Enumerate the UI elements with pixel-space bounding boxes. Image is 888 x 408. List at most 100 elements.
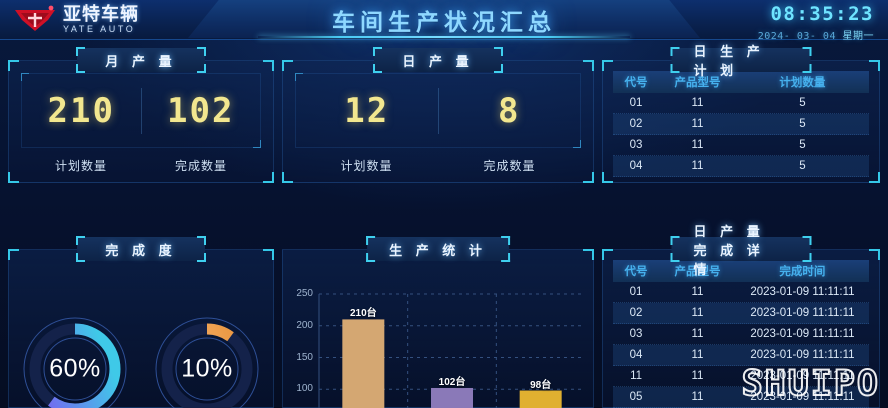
panel-production-stats: 250 200 150 100 210台 102台 98台 生 产 统 计 (282, 236, 594, 408)
month-done-label: 完成数量 (174, 159, 227, 173)
corner-bracket-icon (197, 253, 206, 262)
month-planned-label: 计划数量 (54, 159, 107, 173)
corner-bracket-icon (263, 172, 274, 183)
table-cell: 2023-01-09 11:11:11 (750, 391, 855, 403)
logo-mark-icon (12, 4, 58, 34)
corner-bracket-icon (670, 236, 680, 245)
panel-title-text: 生 产 统 计 (389, 242, 487, 258)
table-cell: 11 (691, 139, 704, 151)
table-cell: 5 (799, 139, 806, 151)
panel-title-text: 日 产 量 完 成 详 情 (693, 223, 765, 277)
table-cell: 5 (799, 118, 806, 130)
table-row[interactable]: 03 11 2023-01-09 11:11:11 (613, 324, 869, 345)
table-cell: 03 (629, 328, 643, 340)
table-row[interactable]: 11 11 2023-01-09 11:11:11 (613, 366, 869, 387)
corner-bracket-icon (802, 64, 812, 73)
panel-title-text: 日 生 产 计 划 (693, 44, 765, 78)
logo-en-text: YATE AUTO (63, 23, 136, 34)
corner-bracket-icon (8, 60, 19, 71)
corner-bracket-icon (366, 236, 376, 245)
table-cell: 11 (691, 286, 704, 298)
y-axis-tick-label: 200 (296, 319, 313, 331)
table-cell: 2023-01-09 11:11:11 (750, 349, 855, 361)
day-done-cell: 8 (439, 91, 581, 131)
table-row[interactable]: 04 11 2023-01-09 11:11:11 (613, 345, 869, 366)
panel-title-day-plan: 日 生 产 计 划 (670, 44, 812, 78)
corner-bracket-icon (802, 47, 812, 56)
corner-bracket-icon (282, 172, 293, 183)
corner-bracket-icon (670, 47, 680, 56)
table-cell: 03 (629, 139, 643, 151)
corner-bracket-icon (869, 60, 880, 71)
panel-day-plan-body: 代号 产品型号 计划数量 01 11 5 02 11 5 03 11 5 04 11 5 (602, 60, 880, 183)
month-done-value: 102 (167, 90, 235, 131)
gauge-value-label: 60% (49, 354, 101, 383)
bar-value-label: 102台 (438, 376, 466, 388)
table-cell: 11 (691, 328, 704, 340)
table-cell: 11 (691, 118, 704, 130)
table-header-row: 代号 产品型号 计划数量 (613, 71, 869, 93)
page-title: 车间生产状况汇总 (332, 9, 556, 35)
panel-title-day-detail: 日 产 量 完 成 详 情 (670, 224, 812, 277)
day-detail-table[interactable]: 代号 产品型号 完成时间 01 11 2023-01-09 11:11:11 02 11 202… (613, 260, 869, 408)
table-row[interactable]: 01 11 5 (613, 93, 869, 114)
header-banner-shape (188, 0, 700, 38)
column-header: 代号 (624, 77, 648, 89)
corner-bracket-icon (197, 47, 206, 56)
corner-bracket-icon (583, 60, 594, 71)
brand-logo: 亚特车辆 YATE AUTO (12, 4, 139, 34)
corner-bracket-icon (583, 249, 594, 260)
production-bar-chart[interactable]: 250 200 150 100 210台 102台 98台 (283, 266, 593, 408)
bar-value-label: 98台 (530, 379, 552, 391)
table-row[interactable]: 02 11 5 (613, 114, 869, 135)
corner-bracket-icon (263, 60, 274, 71)
table-row[interactable]: 04 11 5 (613, 156, 869, 177)
table-cell: 5 (799, 160, 806, 172)
table-row[interactable]: 01 11 2023-01-09 11:11:11 (613, 282, 869, 303)
corner-bracket-icon (500, 236, 510, 245)
day-plan-table[interactable]: 代号 产品型号 计划数量 01 11 5 02 11 5 03 11 5 04 11 5 (613, 71, 869, 178)
table-header-row: 代号 产品型号 完成时间 (613, 260, 869, 282)
month-done-cell: 102 (142, 91, 261, 131)
table-cell: 02 (629, 118, 643, 130)
table-cell: 2023-01-09 11:11:11 (750, 307, 855, 319)
table-cell: 11 (691, 349, 704, 361)
table-cell: 5 (799, 97, 806, 109)
corner-bracket-icon (602, 249, 613, 260)
bar-2[interactable] (519, 390, 562, 408)
table-row[interactable]: 02 11 2023-01-09 11:11:11 (613, 303, 869, 324)
corner-bracket-icon (197, 236, 206, 245)
corner-bracket-icon (295, 73, 303, 81)
corner-bracket-icon (373, 64, 382, 73)
panel-title-text: 完 成 度 (105, 242, 177, 258)
gauge-value-label: 10% (181, 354, 233, 383)
kpi-divider (437, 87, 439, 134)
corner-bracket-icon (8, 249, 19, 260)
table-cell: 01 (629, 286, 643, 298)
table-row[interactable]: 03 11 5 (613, 135, 869, 156)
column-header: 完成时间 (779, 266, 826, 278)
day-planned-cell: 12 (296, 91, 438, 131)
panel-title-day-output: 日 产 量 (373, 47, 503, 73)
gauge-10: 10% (153, 315, 261, 408)
column-header: 计划数量 (779, 77, 826, 89)
corner-bracket-icon (602, 60, 613, 71)
column-header: 代号 (624, 266, 648, 278)
table-cell: 11 (691, 160, 704, 172)
panel-day-detail-body: 代号 产品型号 完成时间 01 11 2023-01-09 11:11:11 02 11 202… (602, 249, 880, 408)
clock-date-value: 2024- 03- 04 (757, 31, 836, 42)
day-done-value: 8 (498, 90, 521, 131)
bar-1[interactable] (431, 387, 473, 408)
month-output-labels: 计划数量 完成数量 (21, 157, 261, 174)
bar-0[interactable] (342, 319, 385, 408)
panel-title-text: 月 产 量 (105, 53, 177, 69)
y-axis-tick-label: 100 (296, 383, 313, 395)
panel-day-output-body: 12 8 计划数量 完成数量 (282, 60, 594, 183)
corner-bracket-icon (21, 73, 29, 81)
corner-bracket-icon (373, 47, 382, 56)
panel-day-output: 12 8 计划数量 完成数量 日 产 量 (282, 47, 594, 183)
corner-bracket-icon (500, 253, 510, 262)
day-output-labels: 计划数量 完成数量 (295, 157, 581, 174)
corner-bracket-icon (869, 172, 880, 183)
panel-day-plan: 代号 产品型号 计划数量 01 11 5 02 11 5 03 11 5 04 11 5 日 生 产 计 划 (602, 44, 880, 183)
